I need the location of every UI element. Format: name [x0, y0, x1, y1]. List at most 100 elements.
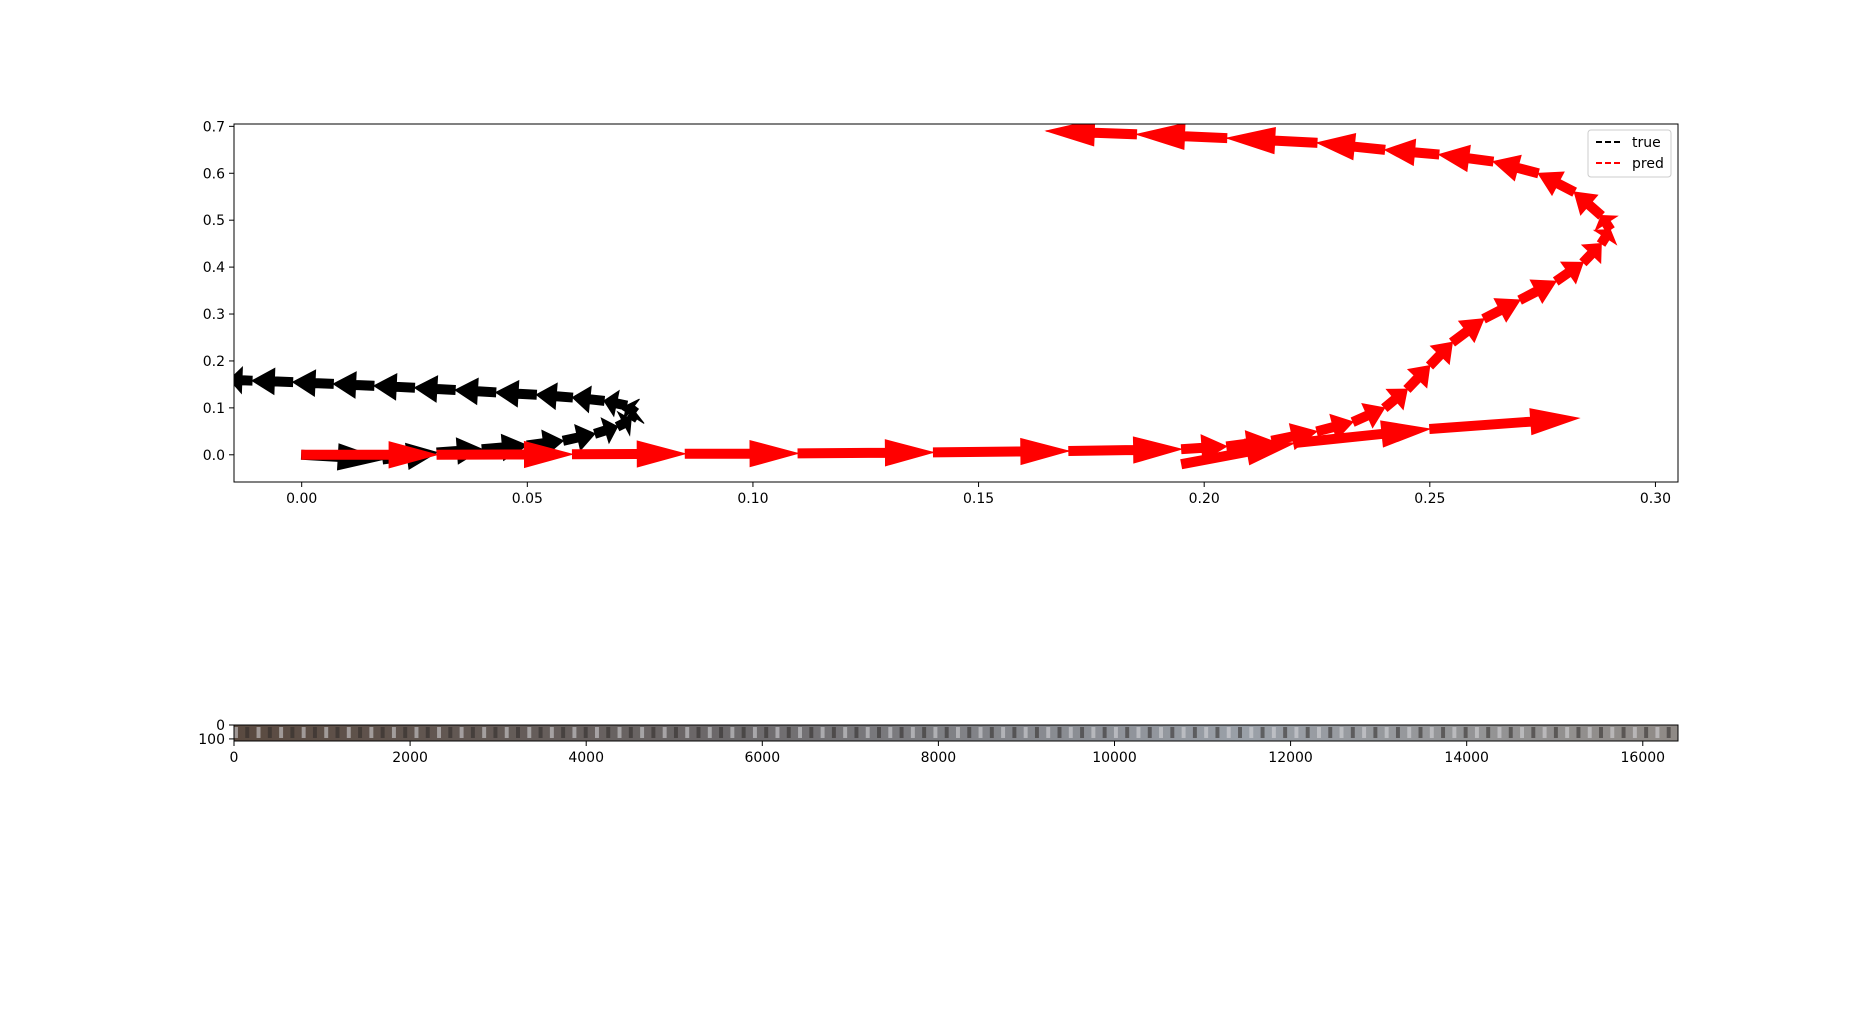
y-tick-label: 0.5 [203, 213, 225, 229]
series-true [234, 365, 645, 471]
strip-frame-tile [978, 727, 983, 738]
trajectory-arrow [571, 440, 688, 468]
strip-frame-tile [651, 727, 656, 738]
strip-frame-tile [1395, 727, 1400, 738]
strip-frame-tile [1474, 727, 1479, 738]
trajectory-arrow [332, 371, 375, 399]
strip-frame-tile [1023, 727, 1028, 738]
strip-y-tick-label: 0 [216, 718, 225, 734]
strip-frame-tile [245, 727, 250, 738]
strip-frame-tile [448, 727, 453, 738]
strip-frame-tile [1091, 727, 1096, 738]
strip-frame-tile [899, 727, 904, 738]
strip-frame-tile [854, 727, 859, 738]
trajectory-arrow [1425, 341, 1453, 370]
trajectory-plot: 0.00 0.05 0.10 0.15 0.20 0.25 0.30 0.00.10.20.… [203, 119, 1679, 507]
strip-frame-tile [1508, 727, 1513, 738]
strip-frame-tile [1542, 727, 1547, 738]
trajectory-arrow [251, 367, 294, 396]
strip-frame-tile [493, 727, 498, 738]
x-tick-label: 0.10 [737, 491, 768, 507]
trajectory-arrow [1448, 318, 1485, 347]
y-tick-label: 0.6 [203, 166, 225, 182]
trajectory-arrow [1481, 298, 1521, 324]
trajectory-arrow [1552, 261, 1584, 286]
trajectory-arrow [1592, 229, 1618, 247]
strip-frame-tile [470, 727, 475, 738]
strip-frame-tile [1012, 727, 1017, 738]
strip-frame-tile [1249, 727, 1254, 738]
trajectory-arrow [436, 440, 575, 469]
strip-frame-tile [1215, 727, 1220, 738]
strip-frame-tile [944, 727, 949, 738]
strip-frame-tile [877, 727, 881, 738]
strip-frame-tile [820, 727, 825, 738]
strip-frame-tile [267, 727, 272, 738]
trajectory-arrow [1381, 388, 1408, 413]
trajectory-arrow [1224, 126, 1318, 155]
strip-frame-tile [437, 727, 442, 738]
trajectory-arrow [603, 389, 629, 418]
trajectory-arrow [1383, 138, 1440, 167]
x-tick-label: 0.00 [286, 491, 317, 507]
strip-frame-tile [1170, 727, 1175, 738]
trajectory-arrow [1068, 436, 1184, 464]
strip-frame-tile [1057, 727, 1062, 738]
strip-frame-tile [403, 727, 408, 738]
strip-frame-tile [1204, 727, 1209, 738]
strip-frame-tile [1147, 727, 1152, 738]
strip-frame-tile [1373, 727, 1378, 738]
trajectory-arrow [684, 439, 801, 468]
legend-true-label: true [1632, 135, 1661, 151]
strip-frame-tile [1102, 727, 1107, 738]
strip-frame-tile [730, 727, 735, 738]
strip-frame-tile [516, 727, 520, 738]
strip-frame-tile [1159, 727, 1164, 738]
strip-frame-tile [312, 727, 317, 738]
trajectory-arrow [797, 439, 936, 467]
strip-frame-tile [1655, 727, 1660, 738]
strip-frame-tile [414, 727, 419, 738]
trajectory-arrow [561, 424, 596, 452]
strip-frame-tile [346, 727, 351, 738]
legend-pred-label: pred [1632, 156, 1664, 172]
strip-y-tick-label: 100 [198, 732, 225, 748]
strip-frame-tile [1553, 727, 1558, 738]
strip-frame-tile [572, 727, 577, 738]
strip-frame-tile [1317, 727, 1321, 738]
trajectory-arrow [623, 398, 640, 420]
strip-frame-tile [1384, 727, 1389, 738]
y-tick-label: 0.0 [203, 448, 225, 464]
strip-frame-tile [1666, 727, 1671, 738]
trajectory-arrow [593, 417, 619, 445]
strip-frame-tile [482, 727, 487, 738]
strip-frame-tile [888, 727, 893, 738]
trajectory-arrow [1293, 420, 1432, 449]
strip-frame-tile [391, 727, 396, 738]
strip-frame-tile [234, 727, 238, 738]
strip-frame-tile [933, 727, 938, 738]
trajectory-arrow [234, 365, 253, 395]
strip-frame-tile [662, 727, 667, 738]
x-tick-label: 0.20 [1189, 491, 1220, 507]
strip-frame-tile [640, 727, 645, 738]
trajectory-arrow [1315, 133, 1386, 161]
trajectory-arrow [932, 437, 1071, 466]
strip-frame-tile [324, 727, 329, 738]
strip-frame-tile [527, 727, 532, 738]
strip-frame-tile [1463, 727, 1468, 738]
strip-frame-tile [606, 727, 611, 738]
strip-x-tick-label: 14000 [1444, 750, 1489, 766]
trajectory-y-axis: 0.0 0.1 0.2 0.3 0.4 0.5 0.6 0.7 [203, 119, 234, 464]
trajectory-arrow [571, 385, 606, 414]
strip-frame-tile [1407, 727, 1412, 738]
strip-frame-tile [561, 727, 566, 738]
strip-frame-tile [1576, 727, 1581, 738]
strip-frame-tile [741, 727, 746, 738]
strip-frame-tile [1046, 727, 1051, 738]
y-tick-label: 0.4 [203, 260, 225, 276]
trajectory-plot-frame [233, 123, 1679, 483]
strip-x-tick-label: 12000 [1268, 750, 1313, 766]
strip-frame-tile [1621, 727, 1626, 738]
series-pred [301, 124, 1619, 469]
